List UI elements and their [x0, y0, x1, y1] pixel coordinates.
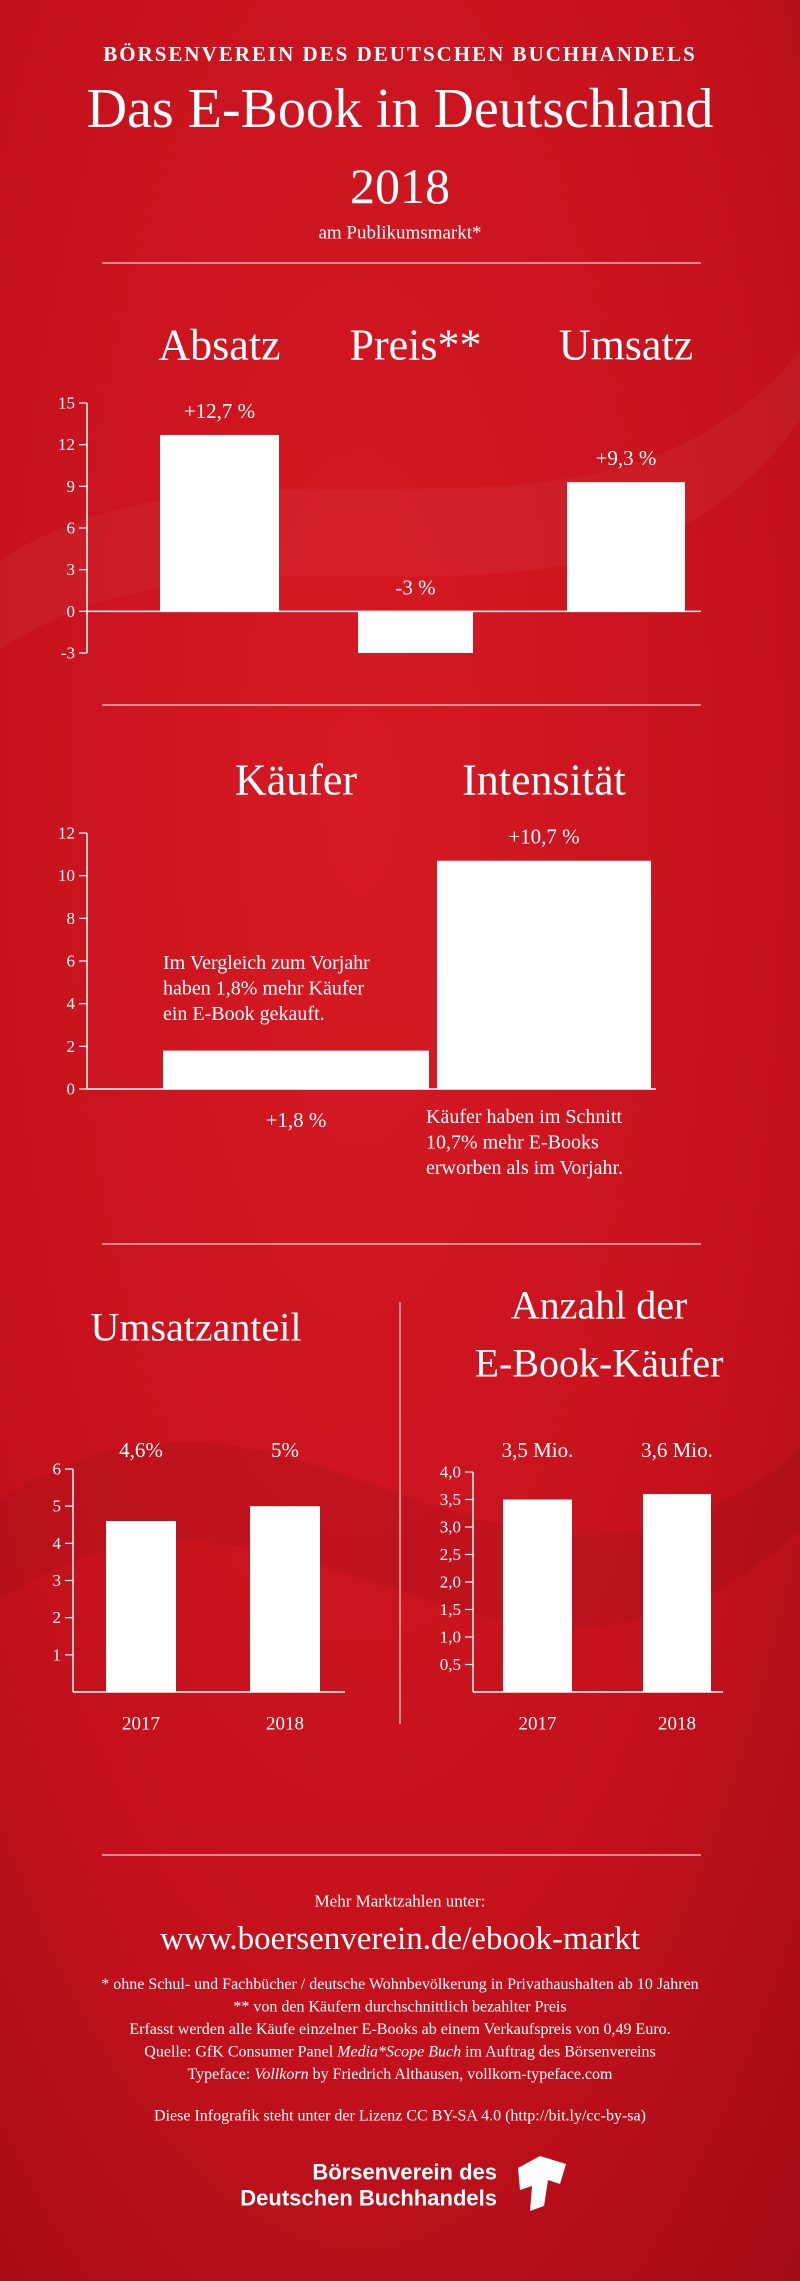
footnote-part: Vollkorn: [254, 2066, 308, 2083]
footnote: Erfasst werden alle Käufe einzelner E-Bo…: [129, 2021, 670, 2038]
y-tick-label: 10: [58, 866, 75, 885]
footnote: ** von den Käufern durchschnittlich beza…: [233, 1998, 566, 2015]
bar: [437, 860, 651, 1089]
y-tick-label: 3,0: [440, 1518, 461, 1537]
y-tick-label: 2,5: [440, 1545, 461, 1564]
category-label: Käufer: [235, 756, 357, 805]
y-tick-label: 2: [67, 1037, 76, 1056]
footnote-part: Quelle: GfK Consumer Panel: [144, 2043, 337, 2060]
value-label: +9,3 %: [596, 446, 657, 470]
footnote-part: Media*Scope Buch: [336, 2043, 461, 2060]
value-label: 4,6%: [119, 1438, 163, 1462]
value-label: 3,6 Mio.: [641, 1438, 713, 1462]
value-label: -3 %: [395, 575, 435, 599]
y-tick-label: 0,5: [440, 1655, 461, 1674]
value-label: +12,7 %: [184, 399, 255, 423]
y-tick-label: 5: [53, 1497, 62, 1516]
url[interactable]: www.boersenverein.de/ebook-markt: [160, 1921, 640, 1957]
footnote-part: by Friedrich Althausen, vollkorn-typefac…: [309, 2066, 613, 2083]
license: Diese Infografik steht unter der Lizenz …: [154, 2108, 646, 2125]
bar: [160, 434, 279, 612]
footnote: Quelle: GfK Consumer Panel Media*Scope B…: [144, 2043, 655, 2060]
footnote-part: * ohne Schul- und Fachbücher / deutsche …: [101, 1976, 698, 1993]
y-tick-label: 12: [58, 824, 75, 843]
category-label: 2018: [658, 1714, 696, 1735]
y-tick-label: 3,5: [440, 1490, 461, 1509]
category-label: 2018: [266, 1714, 304, 1735]
value-label: +1,8 %: [266, 1108, 327, 1132]
bar: [567, 482, 685, 612]
footnote-part: im Auftrag des Börsenvereins: [461, 2043, 656, 2060]
category-label: Preis**: [350, 321, 482, 370]
y-tick-label: 1,5: [440, 1600, 461, 1619]
title: Das E-Book in Deutschland: [87, 78, 714, 140]
footnote-part: Erfasst werden alle Käufe einzelner E-Bo…: [129, 2021, 670, 2038]
annotation: 10,7% mehr E-Books: [426, 1132, 599, 1154]
bar: [358, 611, 473, 653]
logo-text: Börsenverein des: [312, 2160, 497, 2185]
footnote: * ohne Schul- und Fachbücher / deutsche …: [101, 1976, 698, 1993]
y-tick-label: 4: [53, 1534, 62, 1553]
annotation: haben 1,8% mehr Käufer: [163, 978, 364, 1000]
category-label: 2017: [122, 1714, 160, 1735]
value-label: 5%: [271, 1438, 299, 1462]
footnote: Typeface: Vollkorn by Friedrich Althause…: [188, 2066, 614, 2083]
footnote-part: ** von den Käufern durchschnittlich beza…: [233, 1998, 566, 2015]
more-text: Mehr Marktzahlen unter:: [315, 1892, 486, 1911]
y-tick-label: 6: [67, 519, 76, 538]
chart-title: Umsatzanteil: [90, 1305, 301, 1350]
category-label: Absatz: [158, 321, 280, 370]
bar: [643, 1494, 711, 1692]
y-tick-label: 4,0: [440, 1463, 461, 1482]
annotation: Im Vergleich zum Vorjahr: [163, 952, 370, 974]
bar: [250, 1506, 320, 1692]
y-tick-label: 2,0: [440, 1573, 461, 1592]
y-tick-label: 1: [53, 1645, 62, 1664]
value-label: +10,7 %: [508, 825, 579, 849]
y-tick-label: 0: [67, 602, 76, 621]
y-tick-label: 8: [67, 909, 76, 928]
category-label: 2017: [519, 1714, 557, 1735]
chart-title: Anzahl der: [511, 1283, 688, 1328]
value-label: 3,5 Mio.: [502, 1438, 574, 1462]
y-tick-label: 3: [67, 560, 76, 579]
bar: [106, 1521, 176, 1692]
logo-text: Deutschen Buchhandels: [240, 2186, 497, 2211]
footnote-part: Typeface:: [188, 2066, 255, 2083]
kicker: BÖRSENVEREIN DES DEUTSCHEN BUCHHANDELS: [103, 42, 697, 66]
y-tick-label: 6: [53, 1460, 62, 1479]
logo-icon: [518, 2156, 566, 2211]
bar: [503, 1499, 572, 1692]
chart-title: E-Book-Käufer: [475, 1341, 724, 1386]
y-tick-label: 9: [67, 477, 76, 496]
y-tick-label: 15: [58, 394, 75, 413]
annotation: erworben als im Vorjahr.: [426, 1157, 623, 1179]
y-tick-label: 1,0: [440, 1628, 461, 1647]
y-tick-label: 3: [53, 1571, 62, 1590]
bar: [163, 1050, 429, 1089]
subtitle: am Publikumsmarkt*: [318, 223, 481, 244]
category-label: Umsatz: [559, 321, 693, 370]
category-label: Intensität: [462, 756, 626, 805]
y-tick-label: 2: [53, 1608, 62, 1627]
y-tick-label: 12: [58, 435, 75, 454]
y-tick-label: 4: [67, 994, 76, 1013]
y-tick-label: 6: [67, 952, 76, 971]
y-tick-label: 0: [67, 1080, 76, 1099]
annotation: ein E-Book gekauft.: [163, 1003, 325, 1025]
y-tick-label: -3: [61, 644, 75, 663]
annotation: Käufer haben im Schnitt: [426, 1106, 622, 1128]
year: 2018: [350, 158, 450, 214]
